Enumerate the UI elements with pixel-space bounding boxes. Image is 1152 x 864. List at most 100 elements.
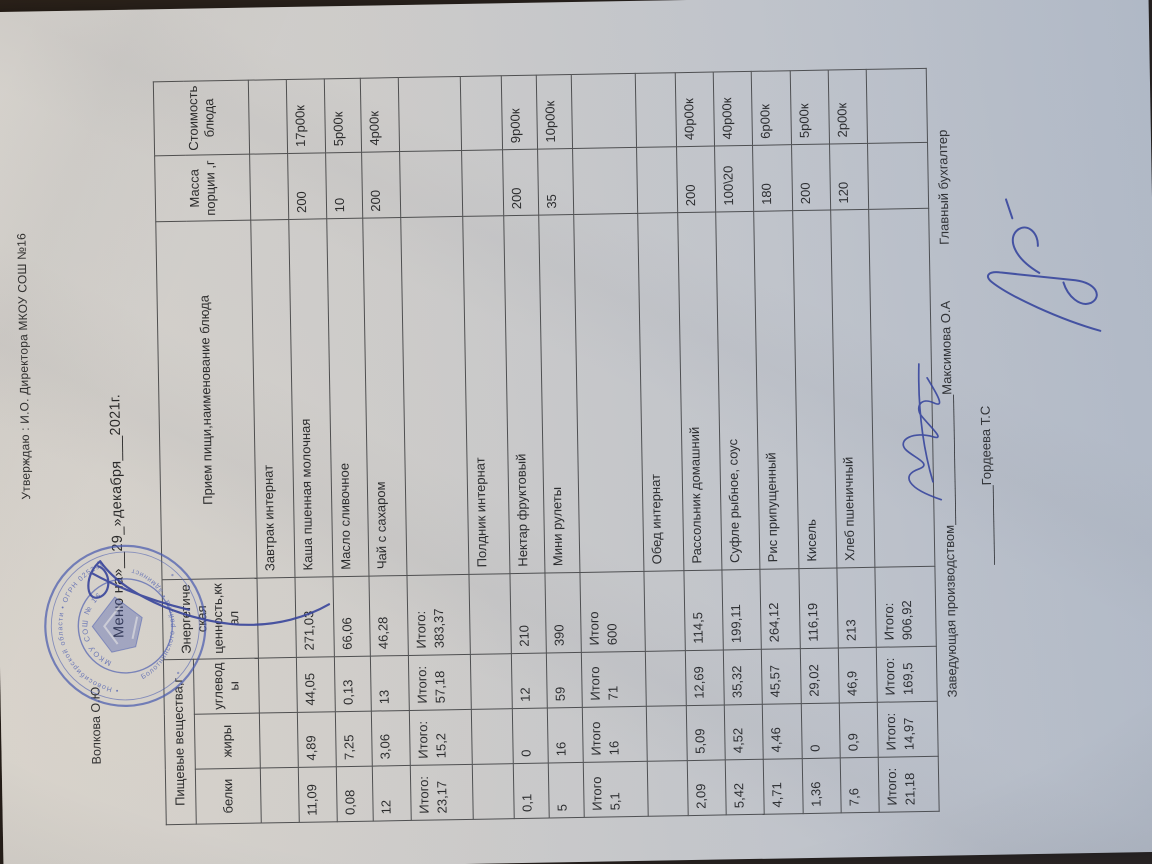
cell-fat <box>646 705 688 762</box>
cell-carbs: 0,13 <box>334 655 372 712</box>
cell-protein: Итого: 23,17 <box>410 764 474 821</box>
cell-carbs: 46,9 <box>838 647 878 703</box>
director-signature <box>87 560 331 626</box>
cell-name <box>573 213 644 573</box>
cell-price: 40р00к <box>713 71 753 147</box>
header-price: Стоимость блюда <box>153 80 250 156</box>
cell-mass: 35 <box>537 148 574 216</box>
cell-carbs: Итого: 57,18 <box>408 654 472 711</box>
cell-fat: 0,9 <box>839 702 879 758</box>
cell-protein: Итого: 21,18 <box>878 756 940 813</box>
cell-name <box>400 216 469 576</box>
cell-price <box>866 68 928 144</box>
cell-carbs: 29,02 <box>800 647 840 704</box>
cell-protein: 1,36 <box>802 757 842 814</box>
cell-carbs: 45,57 <box>761 648 802 705</box>
cell-energy: 46,28 <box>368 575 409 656</box>
cell-protein: 0,1 <box>513 762 550 819</box>
cell-protein: 5,42 <box>725 759 765 815</box>
cell-price <box>460 75 503 151</box>
cell-mass <box>636 146 678 214</box>
cell-price: 9р00к <box>501 75 538 150</box>
cell-name: Рассольник домашний <box>677 212 722 571</box>
cell-fat: 3,06 <box>371 710 411 767</box>
cell-carbs: 12,69 <box>685 649 725 706</box>
cell-energy: 116,19 <box>798 567 839 649</box>
cell-energy: 213 <box>836 567 877 648</box>
header-protein: белки <box>195 767 262 825</box>
cell-name: Рис припущенный <box>753 210 799 570</box>
cell-energy: Итого: 906,92 <box>874 565 937 648</box>
menu-table: Пищевые вещества,г Энергетическая ценнос… <box>153 68 940 825</box>
cell-carbs: 13 <box>370 655 410 711</box>
cell-mass <box>572 147 638 215</box>
cell-energy: 210 <box>509 572 547 654</box>
cell-mass <box>867 142 929 210</box>
cell-mass <box>399 150 463 218</box>
cell-protein <box>472 763 515 820</box>
cell-mass: 10 <box>325 152 363 220</box>
cell-fat: 0 <box>801 702 841 759</box>
cell-name: Хлеб пшеничный <box>830 209 875 568</box>
cell-protein: 0,08 <box>336 766 374 822</box>
cell-mass: 200 <box>502 149 539 216</box>
cell-energy: 264,12 <box>759 568 801 650</box>
cell-fat: Итого: 15,2 <box>409 709 473 766</box>
cell-protein: 11,09 <box>298 766 338 823</box>
cell-carbs: 44,05 <box>296 656 336 713</box>
cell-name: Масло сливочное <box>326 218 369 577</box>
header-fat: жиры <box>194 712 261 770</box>
cell-fat <box>471 708 514 765</box>
cell-name: Обед интернат <box>637 212 684 572</box>
cell-fat: Итого 16 <box>582 706 648 763</box>
cell-protein: 7,6 <box>840 757 880 813</box>
cell-fat: 4,52 <box>724 704 764 760</box>
cell-carbs: Итого 71 <box>581 651 647 708</box>
cell-name: Завтрак интернат <box>250 219 295 578</box>
cell-carbs: 12 <box>511 652 548 709</box>
cell-price: 10р00к <box>536 74 573 150</box>
cell-mass: 200 <box>287 152 327 220</box>
cell-protein: 4,71 <box>763 758 804 815</box>
cell-mass <box>461 149 504 217</box>
cell-price: 40р00к <box>675 72 715 147</box>
manager-signature <box>902 363 943 501</box>
cell-mass: 200 <box>676 146 716 213</box>
header-mass: Масса порции ,г <box>154 154 251 223</box>
cell-fat: 4,89 <box>297 711 337 768</box>
cell-name: Полдник интернат <box>462 215 510 575</box>
approve-line: Утверждаю : И.О. Директора МКОУ СОШ №16 <box>14 232 34 500</box>
cell-carbs: 59 <box>546 652 583 708</box>
cell-price: 5р00к <box>324 78 362 153</box>
accountant-label: Главный бухгалтер <box>934 129 952 245</box>
cell-fat: Итого: 14,97 <box>877 701 939 758</box>
cell-price <box>571 73 637 149</box>
cell-mass: 180 <box>752 144 793 212</box>
cell-energy: 390 <box>544 572 582 653</box>
cell-name: Каша пшенная молочная <box>288 219 333 578</box>
cell-protein <box>260 767 300 824</box>
cell-name: Суфле рыбное, соус <box>715 211 760 570</box>
cell-mass <box>249 153 289 221</box>
cell-energy <box>468 573 512 655</box>
manager-label: Заведующая производством <box>941 524 960 698</box>
footer-gap <box>949 245 950 301</box>
cell-protein <box>647 760 689 817</box>
stamp-emblem <box>91 596 143 653</box>
cell-energy: Итого 600 <box>579 571 646 653</box>
cell-mass: 100\20 <box>714 145 754 213</box>
cell-energy: Итого: 383,37 <box>406 574 471 656</box>
cell-price: 4р00к <box>360 77 400 153</box>
second-name: Гордеева Т.С <box>977 405 994 486</box>
cell-name: Чай с сахаром <box>362 217 407 576</box>
cell-mass: 200 <box>361 151 401 219</box>
cell-protein: 12 <box>372 765 412 822</box>
cell-carbs: 35,32 <box>723 649 763 705</box>
footer-second-line: ___________Гордеева Т.С <box>978 406 996 565</box>
cell-price: 2р00к <box>828 69 868 145</box>
cell-price <box>635 72 677 148</box>
cell-carbs <box>470 653 513 710</box>
cell-price <box>248 79 288 155</box>
